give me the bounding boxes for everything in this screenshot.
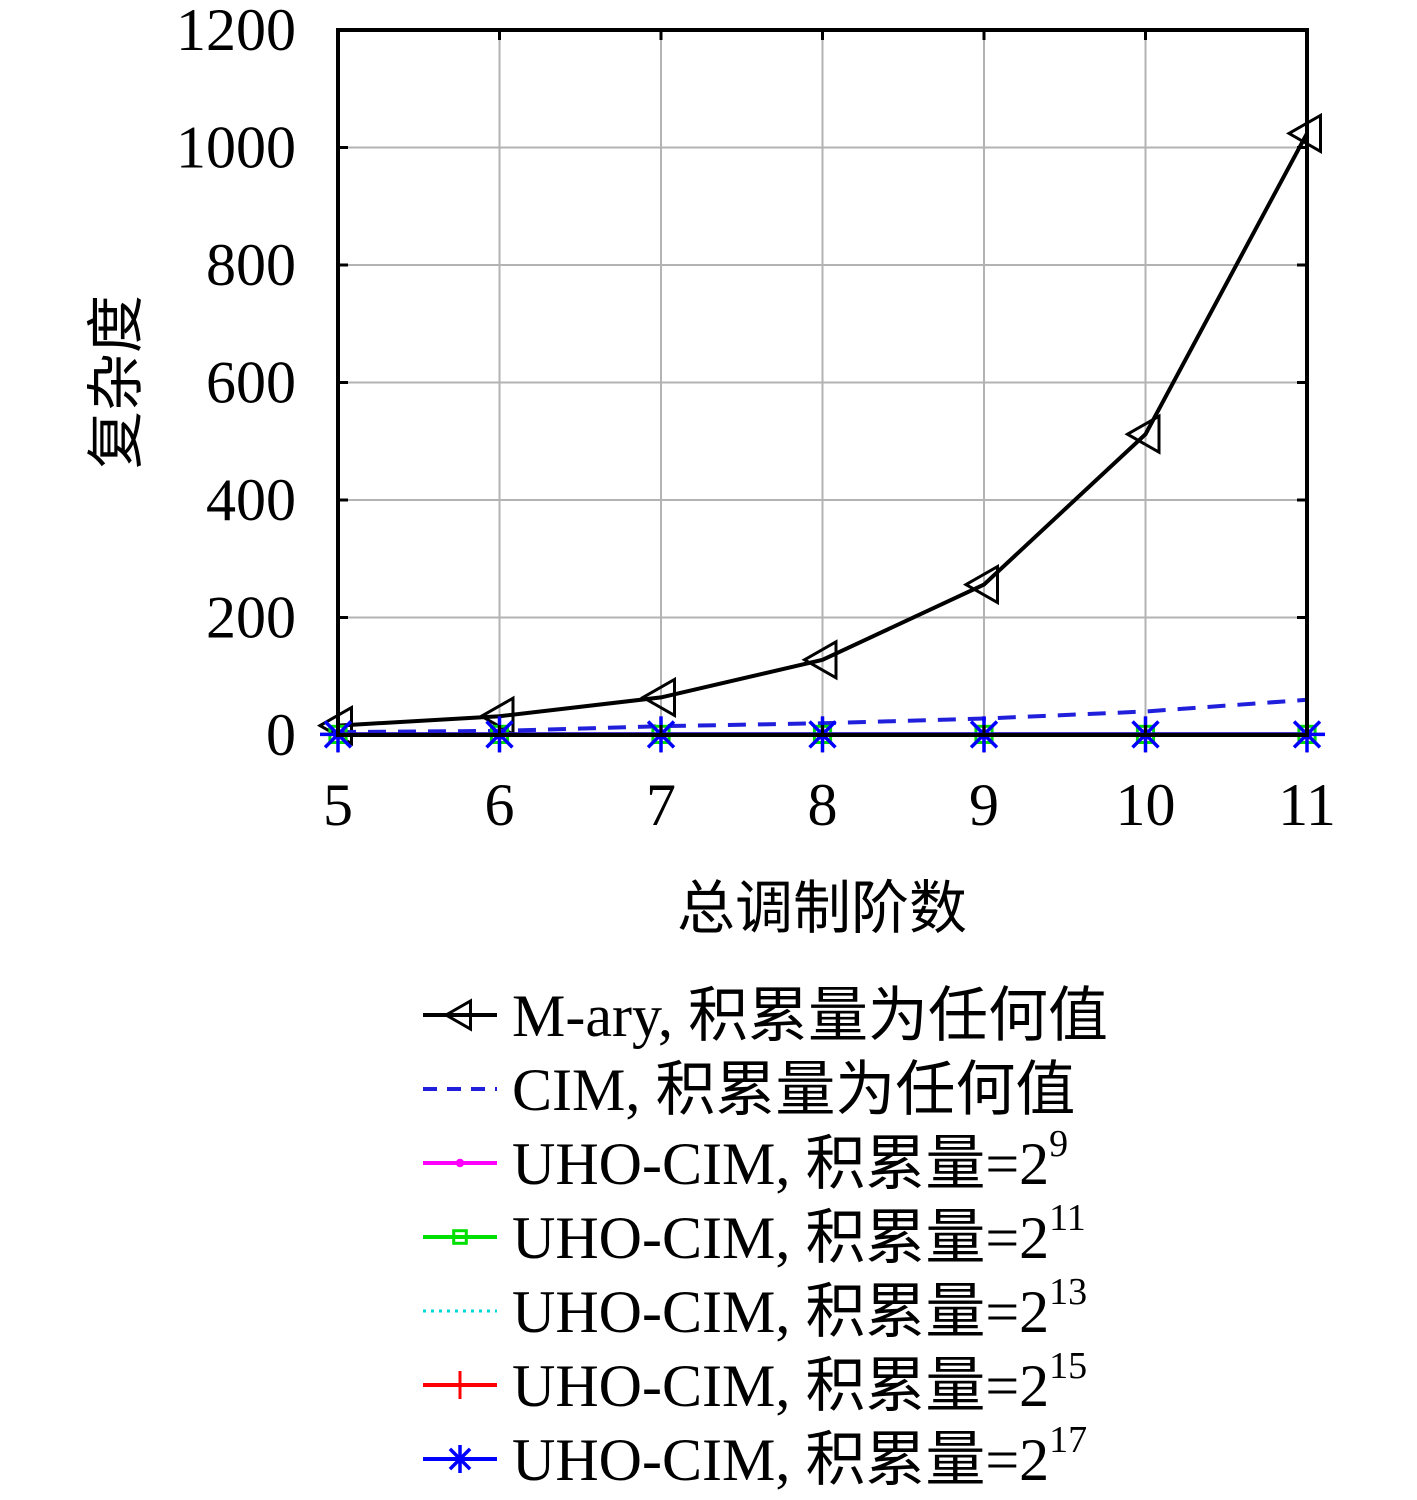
y-tick-label: 800 (206, 232, 296, 298)
series-line (337, 132, 1309, 728)
y-tick-label: 1200 (176, 0, 296, 63)
marker-plus (446, 1371, 474, 1399)
marker-square (452, 1229, 468, 1245)
x-tick-label: 9 (969, 772, 999, 838)
marker-triangle (1285, 112, 1322, 154)
legend-label-text: UHO-CIM, 积累量=2 (512, 1131, 1049, 1197)
x-tick-label: 8 (808, 772, 838, 838)
marker-dot (455, 1158, 465, 1168)
y-tick-labels: 0 200 400 600 800 1000 1200 (176, 0, 296, 768)
axis-ticks (336, 28, 1309, 737)
legend-entry: UHO-CIM, 积累量=29 (423, 1123, 1068, 1197)
legend-entry: UHO-CIM, 积累量=211 (423, 1197, 1086, 1271)
legend-label-superscript: 13 (1049, 1271, 1087, 1313)
y-tick-label: 0 (266, 702, 296, 768)
legend-label-superscript: 9 (1049, 1123, 1068, 1165)
y-axis-label: 复杂度 (82, 295, 150, 469)
legend-label-text: CIM, 积累量为任何值 (512, 1057, 1075, 1123)
legend-entry: UHO-CIM, 积累量=213 (423, 1271, 1087, 1345)
legend-label-superscript: 15 (1049, 1345, 1087, 1387)
legend-label-text: UHO-CIM, 积累量=2 (512, 1279, 1049, 1345)
y-tick-label: 400 (206, 467, 296, 533)
legend-entry: M-ary, 积累量为任何值 (423, 983, 1108, 1049)
legend-label: UHO-CIM, 积累量=29 (512, 1123, 1068, 1197)
x-tick-label: 7 (646, 772, 676, 838)
legend-label: UHO-CIM, 积累量=217 (512, 1419, 1087, 1493)
legend-label-superscript: 11 (1049, 1197, 1086, 1239)
legend-label: UHO-CIM, 积累量=215 (512, 1345, 1087, 1419)
legend-label-text: M-ary, 积累量为任何值 (512, 983, 1108, 1049)
legend-entry: UHO-CIM, 积累量=215 (423, 1345, 1087, 1419)
marker-triangle (801, 639, 838, 681)
marker-triangle (639, 676, 676, 718)
legend-label-text: UHO-CIM, 积累量=2 (512, 1205, 1049, 1271)
legend-label-superscript: 17 (1049, 1419, 1087, 1461)
series-0 (316, 112, 1322, 747)
x-tick-labels: 5 6 7 8 9 10 11 (323, 772, 1336, 838)
marker-triangle (962, 564, 999, 606)
y-tick-label: 600 (206, 350, 296, 416)
legend-label-text: UHO-CIM, 积累量=2 (512, 1427, 1049, 1493)
legend-label-text: UHO-CIM, 积累量=2 (512, 1353, 1049, 1419)
y-tick-label: 200 (206, 585, 296, 651)
grid-lines (338, 30, 1307, 735)
legend-label: UHO-CIM, 积累量=211 (512, 1197, 1086, 1271)
x-tick-label: 5 (323, 772, 353, 838)
marker-triangle (1124, 413, 1161, 455)
y-tick-label: 1000 (176, 115, 296, 181)
legend-entry: UHO-CIM, 积累量=217 (423, 1419, 1087, 1493)
legend-entry: CIM, 积累量为任何值 (423, 1057, 1075, 1123)
legend-label: M-ary, 积累量为任何值 (512, 983, 1108, 1049)
x-tick-label: 6 (485, 772, 515, 838)
x-tick-label: 10 (1116, 772, 1176, 838)
marker-triangle (442, 998, 472, 1032)
legend-label: CIM, 积累量为任何值 (512, 1057, 1075, 1123)
x-tick-label: 11 (1278, 772, 1336, 838)
marker-asterisk (446, 1445, 474, 1473)
x-axis-label: 总调制阶数 (677, 874, 967, 942)
legend-label: UHO-CIM, 积累量=213 (512, 1271, 1087, 1345)
